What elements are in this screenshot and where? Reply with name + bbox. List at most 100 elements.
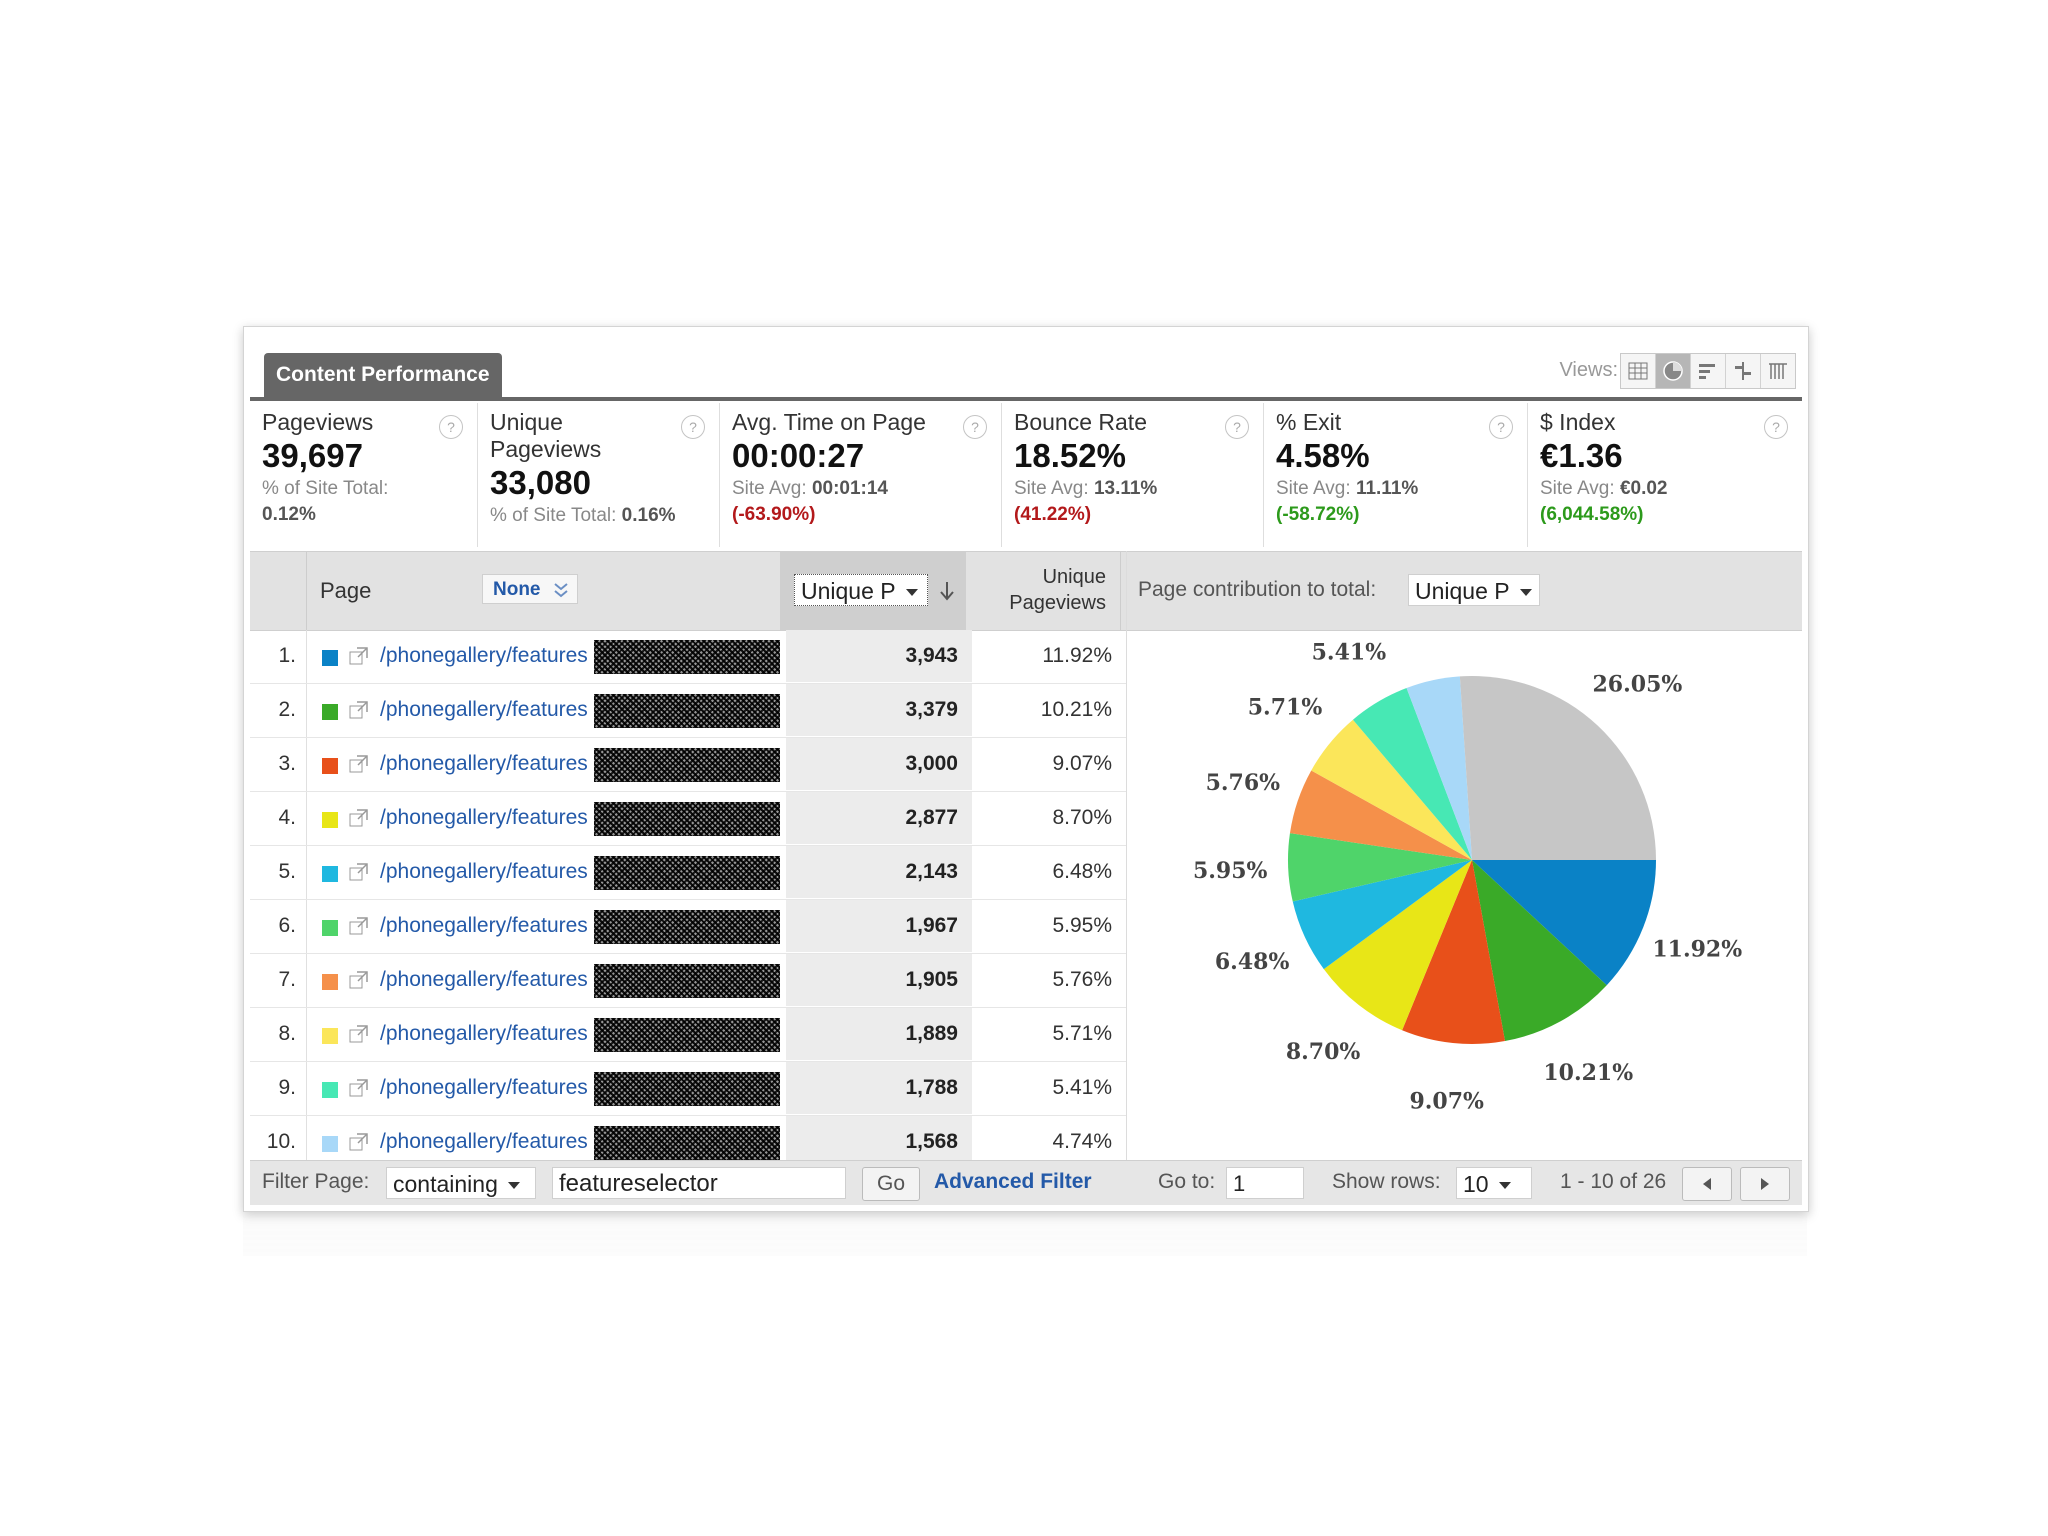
filter-text-input[interactable]: featureselector xyxy=(552,1167,846,1199)
table-row: 3. /phonegallery/features 3,000 9.07% xyxy=(250,738,1126,792)
contribution-select[interactable]: Unique P xyxy=(1408,574,1540,606)
goto-input[interactable]: 1 xyxy=(1226,1167,1304,1199)
metric-dollar-index: ? $ Index €1.36 Site Avg: €0.02 (6,044.5… xyxy=(1528,403,1802,547)
comparison-view-icon[interactable] xyxy=(1726,354,1761,388)
pie-slice-1[interactable] xyxy=(1472,860,1656,986)
unique-pageviews-value: 1,788 xyxy=(786,1062,972,1114)
pie-slice-10[interactable] xyxy=(1406,676,1472,860)
open-external-icon[interactable] xyxy=(348,807,370,829)
page-link[interactable]: /phonegallery/features xyxy=(380,752,588,775)
previous-page-button[interactable] xyxy=(1682,1167,1732,1201)
redacted-path xyxy=(594,694,780,728)
metric-title: Avg. Time on Page xyxy=(732,409,926,435)
sort-descending-arrow-icon[interactable] xyxy=(938,580,956,602)
metric-site-total: 0.12% xyxy=(262,504,316,525)
redacted-path xyxy=(594,910,780,944)
show-rows-value: 10 xyxy=(1463,1171,1489,1197)
filter-mode-value: containing xyxy=(393,1171,498,1197)
page-column-header[interactable]: Page xyxy=(320,578,372,603)
metric-site-avg: 00:01:14 xyxy=(811,478,888,499)
open-external-icon[interactable] xyxy=(348,753,370,775)
unique-pageviews-value: 2,143 xyxy=(786,846,972,898)
metric-bounce-rate: ? Bounce Rate 18.52% Site Avg: 13.11% (4… xyxy=(1002,403,1264,547)
help-icon[interactable]: ? xyxy=(1764,415,1788,439)
open-external-icon[interactable] xyxy=(348,915,370,937)
help-icon[interactable]: ? xyxy=(1225,415,1249,439)
data-table: 1. /phonegallery/features 3,943 11.92% 2. /ph… xyxy=(250,630,1126,1170)
show-rows-select[interactable]: 10 xyxy=(1456,1167,1532,1199)
bar-view-icon[interactable] xyxy=(1691,354,1726,388)
pct-column-header[interactable]: Unique Pageviews xyxy=(966,564,1120,616)
pie-slice-9[interactable] xyxy=(1352,688,1472,860)
pie-view-icon[interactable] xyxy=(1656,354,1691,388)
views-toolbar xyxy=(1620,353,1796,389)
open-external-icon[interactable] xyxy=(348,1023,370,1045)
unique-pageviews-value: 3,379 xyxy=(786,684,972,736)
open-external-icon[interactable] xyxy=(348,645,370,667)
page-link[interactable]: /phonegallery/features xyxy=(380,860,588,883)
pie-slice-6[interactable] xyxy=(1288,833,1472,902)
pie-slice-5[interactable] xyxy=(1292,860,1472,970)
next-page-button[interactable] xyxy=(1740,1167,1790,1201)
pie-label-3: 9.07% xyxy=(1409,1089,1484,1115)
metric-unique-pageviews: ? Unique Pageviews 33,080 % of Site Tota… xyxy=(478,403,720,547)
pct-value: 5.76% xyxy=(1052,968,1112,991)
metric-sub-label: Site Avg: xyxy=(732,478,807,499)
pie-slice-2[interactable] xyxy=(1472,860,1607,1042)
pie-slice-7[interactable] xyxy=(1289,770,1472,860)
metric-select-value: Unique P xyxy=(801,578,896,604)
page-link[interactable]: /phonegallery/features xyxy=(380,1076,588,1099)
metric-site-avg: 13.11% xyxy=(1093,478,1158,499)
help-icon[interactable]: ? xyxy=(439,415,463,439)
dropdown-caret-icon xyxy=(507,1182,520,1190)
pie-slice-8[interactable] xyxy=(1311,719,1472,860)
go-button[interactable]: Go xyxy=(862,1167,920,1201)
page-link[interactable]: /phonegallery/features xyxy=(380,914,588,937)
help-icon[interactable]: ? xyxy=(963,415,987,439)
open-external-icon[interactable] xyxy=(348,1077,370,1099)
pie-slice-Other[interactable] xyxy=(1459,676,1656,860)
sorted-column-header: Unique P xyxy=(780,552,966,630)
metric-delta: (-58.72%) xyxy=(1276,504,1360,525)
open-external-icon[interactable] xyxy=(348,699,370,721)
redacted-path xyxy=(594,1126,780,1160)
page-link[interactable]: /phonegallery/features xyxy=(380,968,588,991)
row-number: 5. xyxy=(278,860,296,883)
page-link[interactable]: /phonegallery/features xyxy=(380,698,588,721)
metric-select[interactable]: Unique P xyxy=(794,574,928,606)
help-icon[interactable]: ? xyxy=(1489,415,1513,439)
unique-pageviews-value: 1,905 xyxy=(786,954,972,1006)
panel-reflection xyxy=(243,1212,1807,1452)
table-row: 2. /phonegallery/features 3,379 10.21% xyxy=(250,684,1126,738)
redacted-path xyxy=(594,802,780,836)
open-external-icon[interactable] xyxy=(348,861,370,883)
advanced-filter-link[interactable]: Advanced Filter xyxy=(934,1170,1092,1193)
open-external-icon[interactable] xyxy=(348,1131,370,1153)
pie-label-6: 5.95% xyxy=(1193,858,1268,884)
help-icon[interactable]: ? xyxy=(681,415,705,439)
table-view-icon[interactable] xyxy=(1621,354,1656,388)
color-swatch xyxy=(322,1136,338,1152)
row-number: 3. xyxy=(278,752,296,775)
pct-value: 5.41% xyxy=(1052,1076,1112,1099)
pie-slice-4[interactable] xyxy=(1323,860,1472,1031)
pie-label-Other: 26.05% xyxy=(1592,671,1682,697)
segment-button[interactable]: None xyxy=(482,574,578,604)
page-link[interactable]: /phonegallery/features xyxy=(380,1022,588,1045)
pivot-view-icon[interactable] xyxy=(1761,354,1795,388)
page-link[interactable]: /phonegallery/features xyxy=(380,806,588,829)
pie-slice-3[interactable] xyxy=(1402,860,1506,1044)
open-external-icon[interactable] xyxy=(348,969,370,991)
page-link[interactable]: /phonegallery/features xyxy=(380,644,588,667)
metric-delta: (6,044.58%) xyxy=(1540,504,1644,525)
color-swatch xyxy=(322,920,338,936)
pct-value: 11.92% xyxy=(1042,644,1112,667)
metric-sub-label: % of Site Total: xyxy=(262,478,389,499)
filter-mode-select[interactable]: containing xyxy=(386,1167,536,1199)
page-link[interactable]: /phonegallery/features xyxy=(380,1130,588,1153)
redacted-path xyxy=(594,1018,780,1052)
table-header: Page None Unique P Unique Pageviews Page… xyxy=(250,551,1802,631)
pie-label-7: 5.76% xyxy=(1206,770,1281,796)
content-performance-tab[interactable]: Content Performance xyxy=(264,353,502,397)
pct-value: 6.48% xyxy=(1052,860,1112,883)
